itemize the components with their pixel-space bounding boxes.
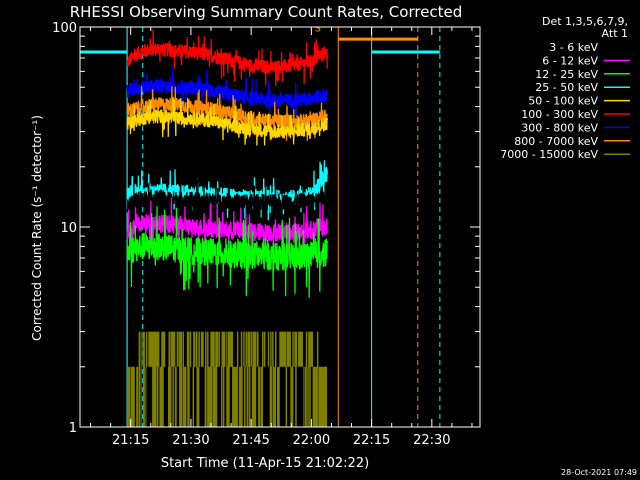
series-800-7000-kev [126,86,328,141]
axes: 21:15 21:30 21:45 22:00 22:15 22:30 1 10 100 [52,21,481,448]
legend-label-2: 12 - 25 keV [535,68,598,81]
series-100-300-kev [126,29,328,87]
legend-label-3: 25 - 50 keV [535,81,598,94]
plot-area: S [80,23,441,427]
legend-label-0: 3 - 6 keV [549,41,598,54]
series-25-50-kev [126,160,328,221]
series-3-6-kev [126,177,328,225]
legend-header-0: Det 1,3,5,6,7,9, [542,15,628,28]
chart-title: RHESSI Observing Summary Count Rates, Co… [70,3,463,21]
series-300-800-kev [126,67,328,119]
x-tick-label-0: 21:15 [112,433,149,448]
x-tick-label-2: 21:45 [232,433,269,448]
legend-label-8: 7000 - 15000 keV [500,148,598,161]
y-tick-label-2: 100 [52,21,77,36]
legend-label-7: 800 - 7000 keV [514,135,598,148]
series-7000-15000-kev [128,331,328,427]
legend-label-5: 100 - 300 keV [521,108,598,121]
y-axis-label: Corrected Count Rate (s⁻¹ detector⁻¹) [30,115,44,341]
series-6-12-kev [126,197,328,259]
annotation-0: S [315,23,321,34]
x-tick-label-5: 22:30 [413,433,450,448]
footer-timestamp: 28-Oct-2021 07:49 [561,468,637,477]
x-axis-label: Start Time (11-Apr-15 21:02:22) [161,456,369,471]
legend-label-1: 6 - 12 keV [542,54,598,67]
series-12-25-kev [126,206,328,298]
x-tick-label-4: 22:15 [353,433,390,448]
legend-label-6: 300 - 800 keV [521,121,598,134]
y-tick-label-1: 10 [60,221,77,236]
series-50-100-kev [126,97,328,146]
x-tick-label-3: 22:00 [293,433,330,448]
legend-label-4: 50 - 100 keV [528,95,598,108]
x-tick-label-1: 21:30 [172,433,209,448]
legend-header-1: Att 1 [602,27,628,40]
y-tick-label-0: 1 [69,421,77,436]
